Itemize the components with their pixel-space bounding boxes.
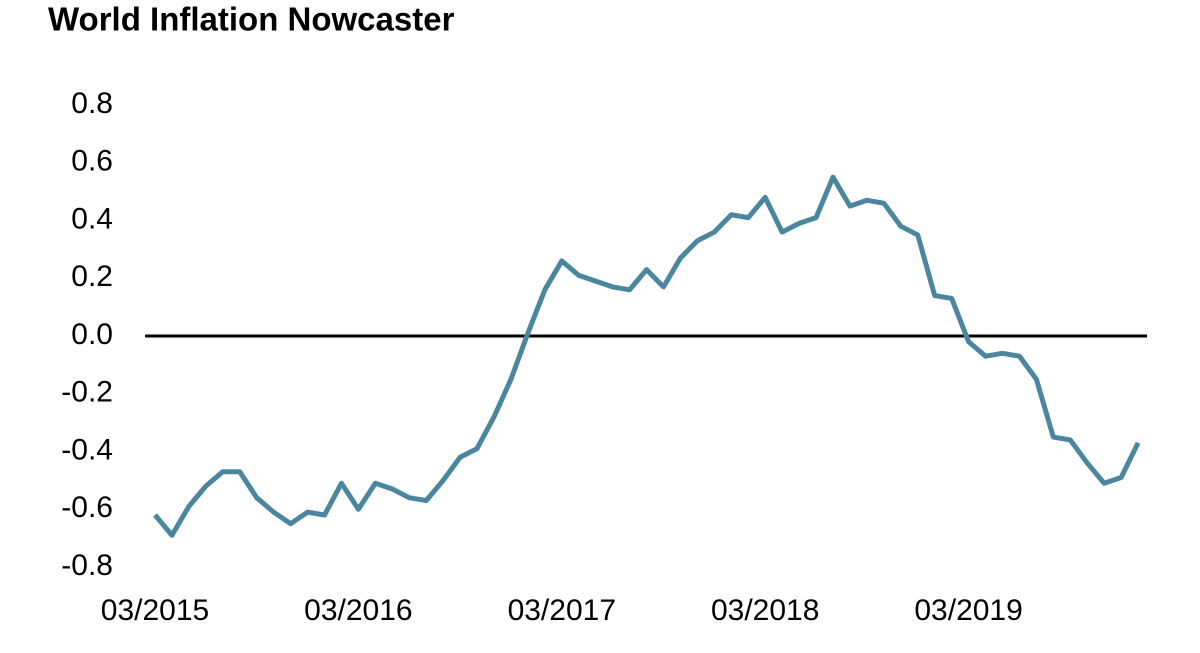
x-tick-label: 03/2017 bbox=[508, 594, 616, 627]
y-tick-label: 0.8 bbox=[71, 87, 113, 120]
x-tick-label: 03/2018 bbox=[711, 594, 819, 627]
line bbox=[153, 174, 1141, 538]
y-tick-label: -0.8 bbox=[61, 549, 113, 582]
y-tick-label: 0.2 bbox=[71, 260, 113, 293]
y-tick-label: -0.2 bbox=[61, 376, 113, 409]
y-tick-label: 0.4 bbox=[71, 202, 113, 235]
x-tick-label: 03/2015 bbox=[101, 594, 209, 627]
y-tick-label: -0.6 bbox=[61, 491, 113, 524]
y-tick-label: 0.0 bbox=[71, 318, 113, 351]
chart-title: World Inflation Nowcaster bbox=[48, 1, 455, 38]
x-tick-label: 03/2016 bbox=[304, 594, 412, 627]
y-tick-label: 0.6 bbox=[71, 145, 113, 178]
x-tick-label: 03/2019 bbox=[914, 594, 1022, 627]
y-tick-label: -0.4 bbox=[61, 433, 113, 466]
